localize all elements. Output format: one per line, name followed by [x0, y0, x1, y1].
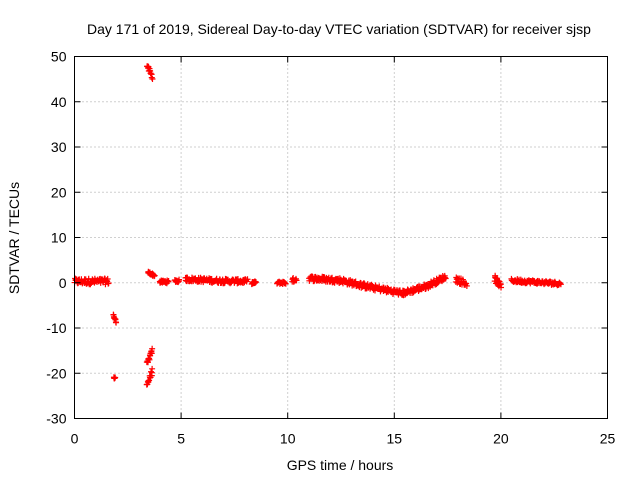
data-point — [147, 70, 154, 77]
data-point — [463, 282, 470, 289]
data-point — [149, 365, 156, 372]
y-tick-label: -30 — [46, 411, 66, 427]
data-point — [282, 280, 289, 287]
data-point — [498, 284, 505, 291]
data-points — [71, 63, 564, 388]
data-point — [113, 319, 120, 326]
y-tick-label: 30 — [51, 139, 67, 155]
data-point — [442, 275, 449, 282]
data-point — [148, 74, 155, 81]
y-tick-label: 10 — [51, 230, 67, 246]
data-point — [151, 272, 158, 279]
plot-frame — [74, 56, 608, 419]
data-point — [165, 278, 172, 285]
x-axis-label: GPS time / hours — [287, 457, 394, 473]
data-point — [244, 276, 251, 283]
x-tick-label: 15 — [387, 431, 403, 447]
data-point — [556, 280, 563, 287]
chart-title: Day 171 of 2019, Sidereal Day-to-day VTE… — [87, 21, 591, 37]
data-point — [252, 279, 259, 286]
x-tick-label: 5 — [177, 431, 185, 447]
data-point — [557, 281, 564, 288]
data-point — [112, 374, 119, 381]
y-axis-label: SDTVAR / TECUs — [6, 182, 22, 294]
y-tick-label: -10 — [46, 320, 66, 336]
data-point — [176, 276, 183, 283]
grid — [74, 56, 608, 419]
x-tick-label: 10 — [280, 431, 296, 447]
x-tick-label: 0 — [71, 431, 79, 447]
y-tick-label: 0 — [59, 275, 67, 291]
y-tick-label: 20 — [51, 184, 67, 200]
data-point — [149, 345, 156, 352]
data-point — [148, 368, 155, 375]
x-tick-label: 25 — [600, 431, 616, 447]
data-point — [293, 277, 300, 284]
data-point — [105, 280, 112, 287]
y-tick-label: 50 — [51, 49, 67, 65]
axis-ticks: 0 5 10 15 20 25 -30 -20 -10 0 10 20 30 40 50 — [46, 49, 615, 447]
data-point — [149, 75, 156, 82]
data-point — [282, 279, 289, 286]
y-tick-label: -20 — [46, 365, 66, 381]
x-tick-label: 20 — [493, 431, 509, 447]
y-tick-label: 40 — [51, 94, 67, 110]
